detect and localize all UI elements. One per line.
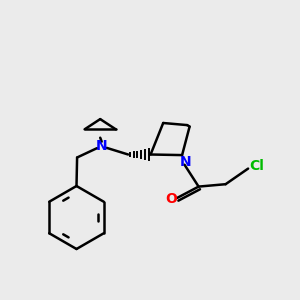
Text: N: N [179, 155, 191, 169]
Text: N: N [96, 139, 107, 153]
Text: O: O [165, 192, 177, 206]
Text: Cl: Cl [249, 159, 264, 172]
